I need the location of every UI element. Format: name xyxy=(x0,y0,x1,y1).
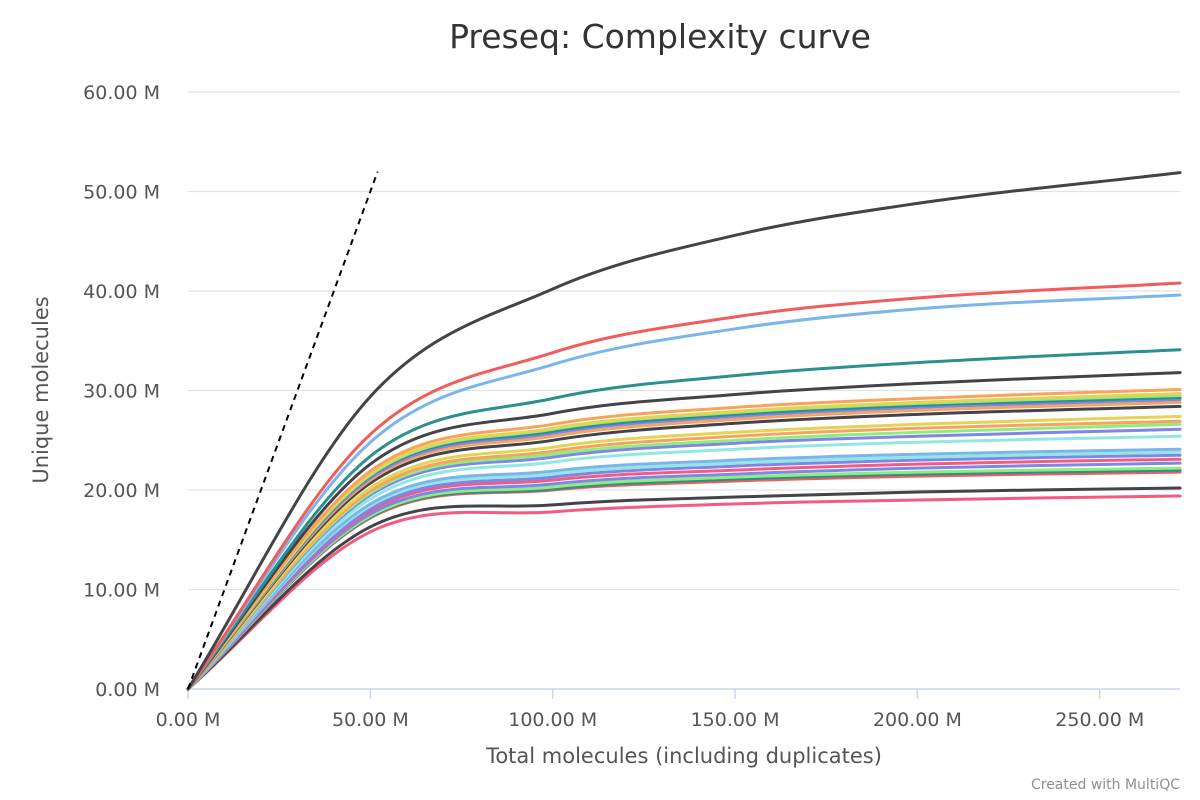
y-tick-label: 60.00 M xyxy=(83,82,160,104)
multiqc-credit[interactable]: Created with MultiQC xyxy=(1031,777,1180,793)
series-line-sample-03[interactable] xyxy=(186,293,1182,691)
x-axis-ticks: 0.00 M 50.00 M 100.00 M 150.00 M 200.00 M 250… xyxy=(156,689,1144,731)
y-tick-label: 30.00 M xyxy=(83,381,160,403)
x-tick-label: 250.00 M xyxy=(1055,709,1144,731)
y-axis-ticks: 0.00 M 10.00 M 20.00 M 30.00 M 40.00 M 50.00 … xyxy=(83,82,160,701)
x-tick-label: 100.00 M xyxy=(508,709,597,731)
x-tick-label: 0.00 M xyxy=(156,709,221,731)
series-line-sample-04[interactable] xyxy=(186,348,1182,691)
y-tick-label: 50.00 M xyxy=(83,182,160,204)
x-tick-label: 150.00 M xyxy=(691,709,780,731)
series-line-sample-14[interactable] xyxy=(186,419,1182,691)
series-line-sample-17[interactable] xyxy=(186,434,1182,691)
y-tick-label: 0.00 M xyxy=(95,679,160,701)
series-line-sample-01[interactable] xyxy=(186,171,1182,691)
x-tick-label: 50.00 M xyxy=(332,709,409,731)
y-tick-label: 20.00 M xyxy=(83,480,160,502)
reference-line xyxy=(187,171,379,690)
series-line-sample-06[interactable] xyxy=(186,388,1182,691)
y-tick-label: 10.00 M xyxy=(83,580,160,602)
reference-dashed-line xyxy=(187,171,379,690)
series-line-sample-12[interactable] xyxy=(186,404,1182,691)
x-tick-label: 200.00 M xyxy=(873,709,962,731)
y-axis-label: Unique molecules xyxy=(29,296,53,483)
series-curves xyxy=(186,171,1182,691)
series-line-sample-26[interactable] xyxy=(186,486,1182,691)
series-line-sample-22[interactable] xyxy=(186,461,1182,691)
y-tick-label: 40.00 M xyxy=(83,281,160,303)
x-axis-label: Total molecules (including duplicates) xyxy=(485,744,882,768)
series-line-sample-18[interactable] xyxy=(186,447,1182,691)
series-line-sample-07[interactable] xyxy=(186,392,1182,691)
series-line-sample-02[interactable] xyxy=(186,281,1182,691)
series-line-sample-13[interactable] xyxy=(186,414,1182,691)
series-line-sample-27[interactable] xyxy=(186,494,1182,691)
series-line-sample-05[interactable] xyxy=(186,371,1182,691)
series-line-sample-20[interactable] xyxy=(186,453,1182,691)
chart-title: Preseq: Complexity curve xyxy=(449,17,871,56)
